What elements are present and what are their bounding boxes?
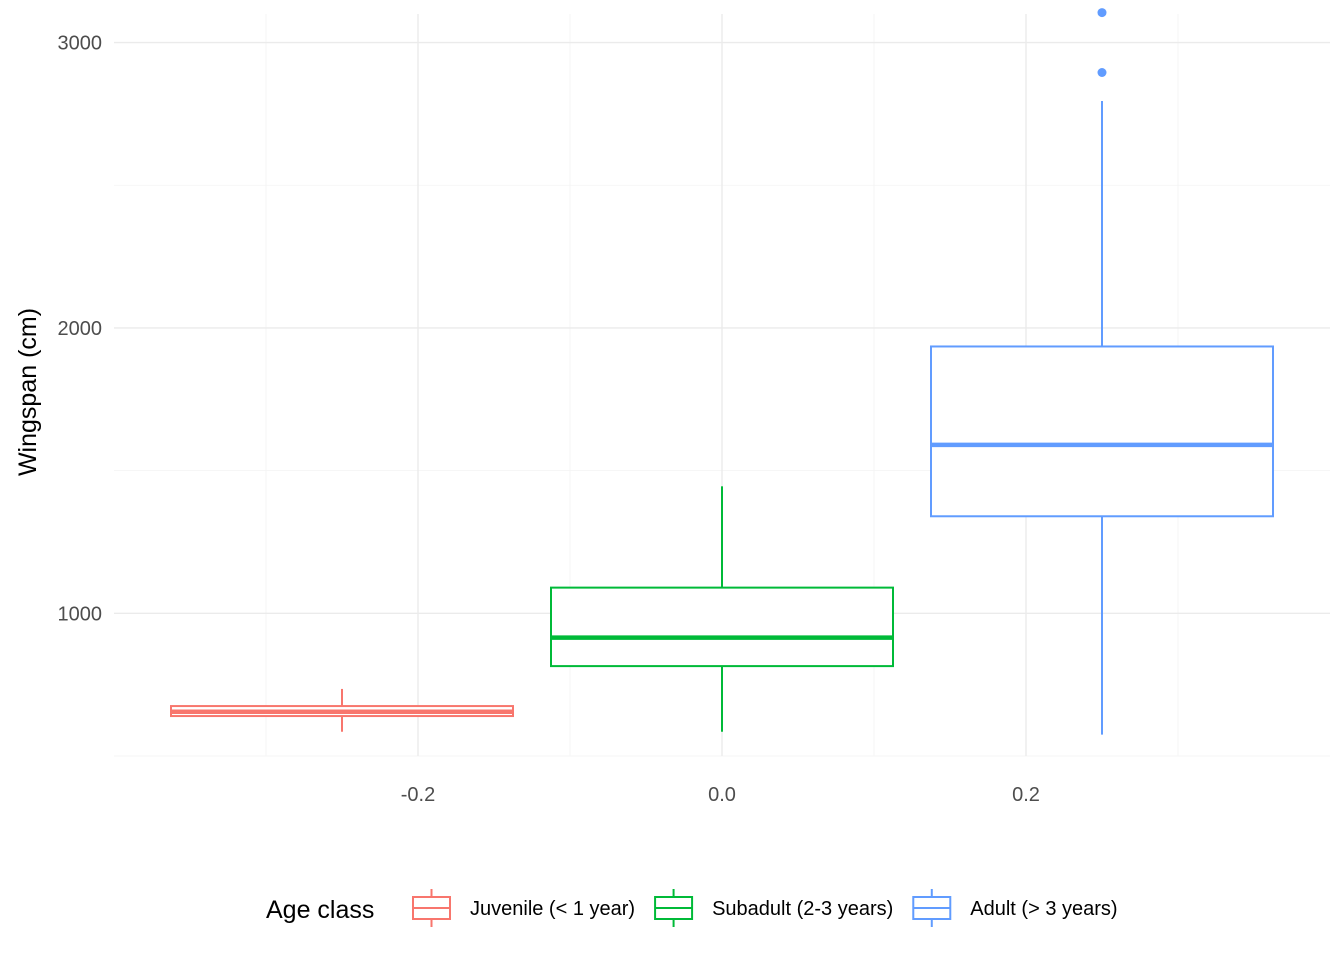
legend-label: Subadult (2-3 years) xyxy=(712,898,893,920)
legend-item-3: Adult (> 3 years) xyxy=(912,889,1118,927)
legend-item-1: Juvenile (< 1 year) xyxy=(412,889,635,927)
x-tick-label: 0.0 xyxy=(708,784,736,806)
legend-title: Age class xyxy=(266,896,374,924)
y-tick-label: 1000 xyxy=(58,603,103,625)
legend: Age class Juvenile (< 1 year) Subadult (2… xyxy=(266,889,1118,927)
box-iqr xyxy=(550,586,894,668)
box-iqr xyxy=(930,345,1274,518)
x-axis-ticks: -0.2 0.0 0.2 xyxy=(401,784,1040,806)
x-tick-label: -0.2 xyxy=(401,784,435,806)
box-3 xyxy=(930,8,1274,735)
legend-label: Adult (> 3 years) xyxy=(970,898,1117,920)
outlier-point xyxy=(1097,68,1107,78)
legend-label: Juvenile (< 1 year) xyxy=(470,898,635,920)
y-axis-title: Wingspan (cm) xyxy=(14,308,42,476)
y-axis-ticks: 1000 2000 3000 xyxy=(58,33,103,626)
legend-item-2: Subadult (2-3 years) xyxy=(654,889,893,927)
y-tick-label: 2000 xyxy=(58,318,103,340)
outlier-point xyxy=(1097,8,1107,18)
box-2 xyxy=(550,486,894,732)
x-tick-label: 0.2 xyxy=(1012,784,1040,806)
y-tick-label: 3000 xyxy=(58,33,103,55)
box-series xyxy=(170,8,1274,735)
box-1 xyxy=(170,688,514,732)
